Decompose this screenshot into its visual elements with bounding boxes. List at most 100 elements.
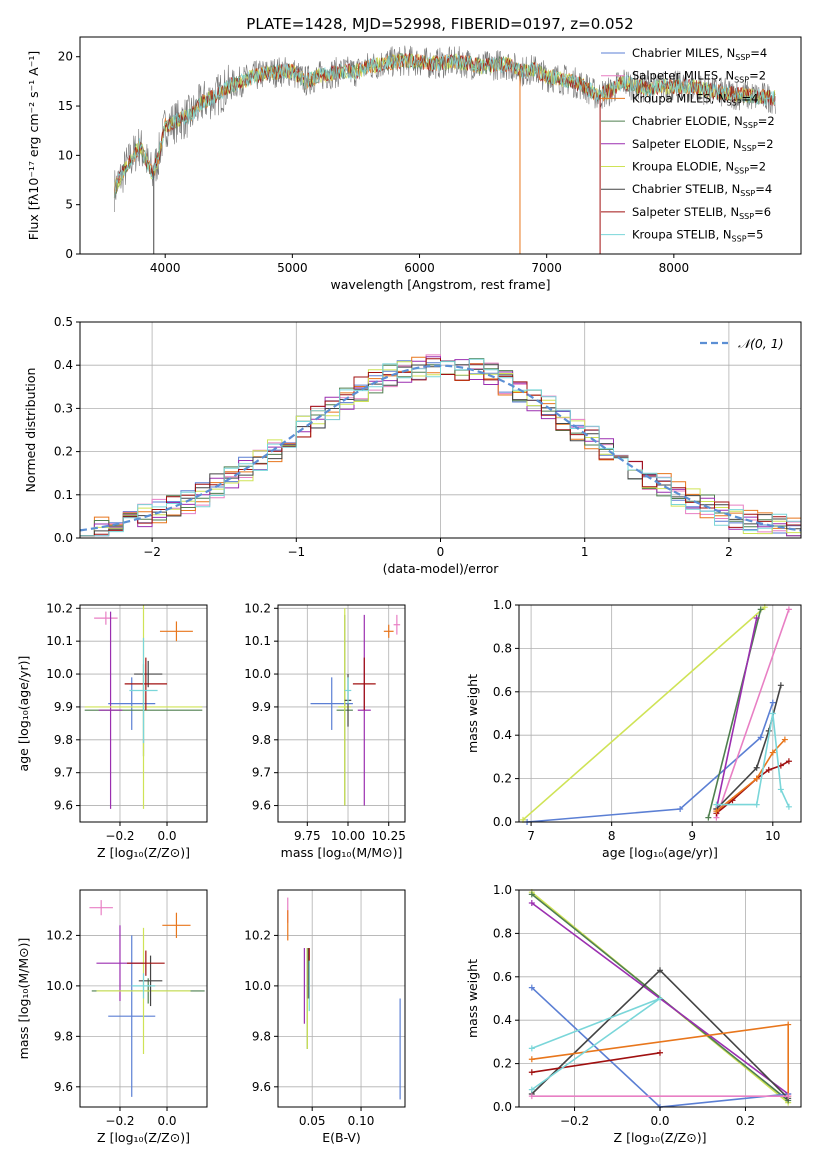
y-tick-label: 0.4 [54, 358, 73, 372]
y-tick-label: 0.1 [54, 488, 73, 502]
x-tick-label: 7000 [531, 261, 562, 275]
residuals-panel: −2 −1 0 1 2 0.0 0.1 0.2 0.3 0.4 0.5 (data-model)/er… [23, 315, 802, 576]
y-tick-label: 10 [58, 148, 73, 162]
x-tick-label: 0.0 [650, 1114, 669, 1128]
error-bar-point [344, 677, 352, 704]
mass-weight-marker [765, 766, 772, 773]
mass-weight-marker [677, 805, 684, 812]
residual-histogram-step [80, 358, 801, 537]
x-axis-label: (data-model)/error [383, 561, 500, 576]
y-axis-label: age [log₁₀(age/yr)] [16, 656, 31, 772]
y-tick-label: 10.1 [244, 634, 271, 648]
x-tick-label: 0.2 [736, 1114, 755, 1128]
mass-weight-marker [769, 749, 776, 756]
y-tick-label: 0.6 [493, 685, 512, 699]
mass-weight-marker [657, 1049, 663, 1056]
mass-weight-line [715, 609, 790, 818]
spectrum-legend: Chabrier MILES, NSSP=4 Salpeter MILES, NS… [601, 46, 775, 244]
error-bar-point [357, 614, 371, 806]
mass-weight-marker [713, 808, 720, 815]
y-tick-label: 10.2 [244, 928, 271, 942]
figure-title: PLATE=1428, MJD=52998, FIBERID=0197, z=0… [246, 15, 633, 33]
legend-entry: Salpeter MILES, NSSP=2 [632, 69, 766, 85]
x-axis-label: Z [log₁₀(Z/Z⊙)] [614, 1130, 707, 1145]
y-tick-label: 10.0 [46, 667, 73, 681]
mass-weight-line [715, 685, 782, 810]
x-axis-label: Z [log₁₀(Z/Z⊙)] [97, 1130, 190, 1145]
error-bar-point [94, 611, 118, 625]
mass-weight-line [715, 738, 786, 812]
x-axis-label: mass [log₁₀(M/M⊙)] [281, 845, 403, 860]
x-tick-label: −0.2 [560, 1114, 589, 1128]
x-tick-label: 10.25 [372, 829, 406, 843]
y-tick-label: 10.2 [46, 928, 73, 942]
x-tick-label: 0 [437, 545, 445, 559]
x-tick-label: 8 [608, 829, 616, 843]
mass-weight-marker [528, 1086, 535, 1093]
error-bar-point [310, 677, 353, 730]
mass-weight-marker [753, 764, 760, 771]
x-tick-label: 0.05 [299, 1114, 326, 1128]
error-bar-point [159, 621, 193, 642]
legend-entry: Kroupa ELODIE, NSSP=2 [632, 160, 766, 176]
axes-frame [277, 889, 406, 1108]
x-tick-label: 7 [527, 829, 535, 843]
x-tick-label: −0.2 [105, 1114, 134, 1128]
mass-weight-marker [528, 984, 535, 991]
x-tick-label: 10 [765, 829, 780, 843]
age-vs-metallicity-panel: −0.2 0.0 9.6 9.7 9.8 9.9 10.0 10.1 10.2 Z [log₁₀(… [16, 601, 208, 860]
axes-frame [79, 36, 802, 255]
x-tick-label: −2 [143, 545, 161, 559]
mass-weight-marker [528, 891, 535, 898]
x-axis-label: wavelength [Angstrom, rest frame] [330, 277, 550, 292]
x-tick-label: 5000 [277, 261, 308, 275]
x-axis-label: Z [log₁₀(Z/Z⊙)] [97, 845, 190, 860]
y-tick-label: 0.0 [54, 531, 73, 545]
error-bar-point [127, 950, 165, 976]
y-tick-label: 9.6 [54, 1080, 73, 1094]
x-tick-label: 4000 [150, 261, 181, 275]
mass-weight-marker [785, 758, 792, 765]
y-tick-label: 0.3 [54, 401, 73, 415]
mass-weight-marker [785, 803, 792, 810]
y-axis-label: mass weight [465, 959, 480, 1038]
error-bar-point [134, 660, 163, 688]
y-tick-label: 9.7 [54, 766, 73, 780]
y-tick-label: 0.4 [493, 728, 512, 742]
x-tick-label: −0.2 [105, 829, 134, 843]
y-tick-label: 9.6 [252, 799, 271, 813]
error-bar-point [98, 611, 123, 809]
y-axis-label: Normed distribution [23, 368, 38, 493]
mass-weight-marker [757, 606, 764, 613]
x-axis-label: age [log₁₀(age/yr)] [602, 845, 718, 860]
legend-entry: Chabrier ELODIE, NSSP=2 [632, 114, 775, 130]
y-tick-label: 1.0 [493, 883, 512, 897]
y-tick-label: 0.8 [493, 641, 512, 655]
x-tick-label: 0.0 [157, 1114, 176, 1128]
normal-distribution-curve [79, 364, 802, 532]
y-axis-label: Flux [fλ10⁻¹⁷ erg cm⁻² s⁻¹ A⁻¹] [26, 51, 41, 240]
error-bar-point [338, 608, 352, 806]
y-tick-label: 0.0 [493, 815, 512, 829]
mass-weight-marker [753, 801, 760, 808]
mass-weight-marker [657, 995, 663, 1002]
legend-entry: Kroupa MILES, NSSP=4 [632, 91, 758, 107]
x-tick-label: 1 [581, 545, 589, 559]
y-tick-label: 10.0 [244, 979, 271, 993]
mass-weight-marker [781, 736, 788, 743]
x-tick-label: 10.00 [331, 829, 365, 843]
mass-weight-line [527, 702, 774, 823]
spectrum-panel: 4000 5000 6000 7000 8000 0 5 10 15 20 wavelength [… [26, 36, 802, 292]
y-tick-label: 9.6 [252, 1080, 271, 1094]
error-bar-point [108, 677, 156, 730]
x-tick-label: −1 [287, 545, 305, 559]
y-tick-label: 10.1 [46, 634, 73, 648]
y-tick-label: 0.2 [54, 445, 73, 459]
model-spectrum-line [113, 54, 776, 198]
mass-weight-line [531, 1052, 661, 1074]
error-bar-point [138, 955, 163, 1007]
mass-vs-metallicity-panel: −0.2 0.0 9.6 9.8 10.0 10.2 Z [log₁₀(Z/Z⊙)] mass… [16, 889, 208, 1145]
mass-vs-ebv-panel: 0.05 0.10 9.6 9.8 10.0 10.2 E(B-V) [244, 889, 406, 1145]
weight-vs-age-panel: 7 8 9 10 0.0 0.2 0.4 0.6 0.8 1.0 age [log₁₀(age/yr… [465, 598, 802, 860]
y-tick-label: 0.2 [493, 772, 512, 786]
